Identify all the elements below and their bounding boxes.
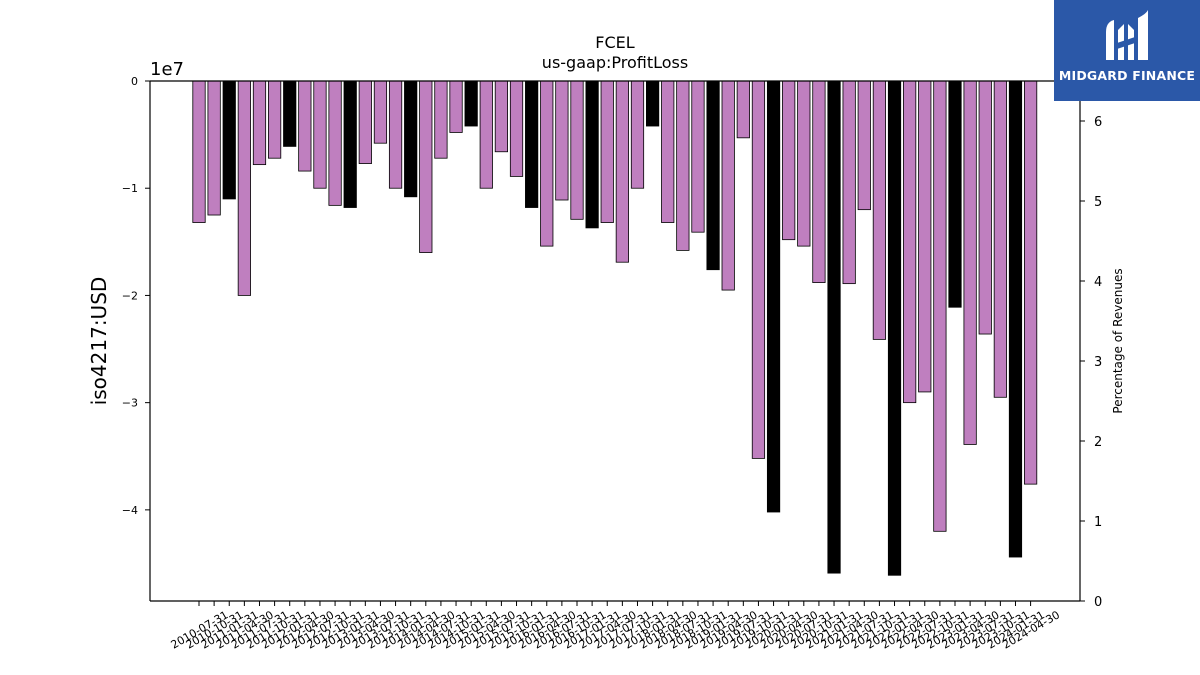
bar-2020-07-31 — [797, 80, 811, 247]
bar-2014-07-31 — [434, 80, 448, 159]
y2-axis-label: Percentage of Revenues — [1111, 268, 1125, 413]
bar-2011-01-31 — [222, 80, 236, 200]
bar-2019-01-31 — [706, 80, 720, 271]
y2-tick-label: 0 — [1094, 595, 1102, 610]
y2-ticks-group: 0 1 2 3 4 5 6 — [1080, 115, 1102, 610]
bar-2010-10-31 — [207, 80, 221, 216]
bar-2014-04-30 — [419, 80, 433, 253]
bar-2014-01-31 — [404, 80, 418, 198]
bar-2021-04-30 — [842, 80, 856, 285]
bar-2018-10-31 — [691, 80, 705, 233]
logo-text: MIDGARD FINANCE — [1058, 68, 1196, 83]
bar-2014-10-31 — [449, 80, 463, 133]
y-axis-label: iso4217:USD — [87, 277, 111, 406]
bar-2015-10-31 — [509, 80, 524, 177]
y2-tick-label: 3 — [1094, 355, 1102, 370]
bar-2011-07-31 — [252, 80, 267, 166]
bar-2023-01-31 — [948, 80, 962, 308]
y-axis-offset-label: 1e7 — [150, 59, 184, 80]
bar-2013-04-30 — [358, 80, 372, 164]
y-tick-label: −2 — [122, 289, 138, 302]
bar-2020-10-31 — [812, 80, 826, 283]
bar-2019-04-30 — [721, 80, 735, 291]
y2-tick-label: 6 — [1094, 115, 1102, 130]
bar-2018-04-30 — [661, 80, 675, 223]
bar-2013-07-31 — [373, 80, 388, 144]
bar-2017-07-31 — [615, 80, 629, 263]
bar-2018-07-31 — [676, 80, 690, 251]
bar-2024-04-30 — [1024, 80, 1038, 485]
bar-2016-01-31 — [525, 80, 539, 208]
bar-2024-01-31 — [1008, 80, 1023, 558]
bar-2023-04-30 — [963, 80, 977, 445]
bar-2012-10-31 — [328, 80, 342, 206]
bar-2016-07-31 — [555, 80, 569, 201]
bar-2022-07-31 — [918, 80, 932, 393]
y-ticks-group: 0 −1 −2 −3 −4 — [122, 75, 150, 517]
bar-2010-07-31 — [192, 80, 206, 223]
bar-2013-10-31 — [388, 80, 403, 189]
bar-2020-04-30 — [782, 80, 796, 241]
bar-2015-04-30 — [479, 80, 493, 189]
y-tick-label: −1 — [122, 182, 138, 195]
y-tick-label: −3 — [122, 397, 138, 410]
bar-2011-04-30 — [237, 80, 251, 296]
chart-title: FCEL — [595, 33, 634, 52]
midgard-logo-icon — [1106, 10, 1148, 60]
bar-2012-01-31 — [283, 80, 297, 147]
bar-2017-04-30 — [600, 80, 614, 223]
bar-2017-10-31 — [630, 80, 645, 189]
y2-tick-label: 4 — [1094, 275, 1102, 290]
bar-2022-04-30 — [903, 80, 917, 404]
y-tick-label: −4 — [122, 504, 138, 517]
bar-2018-01-31 — [646, 80, 660, 127]
bar-2020-01-31 — [766, 80, 781, 513]
bar-2016-04-30 — [540, 80, 554, 247]
y-tick-label: 0 — [131, 75, 138, 88]
bar-2016-10-31 — [570, 80, 584, 220]
y2-tick-label: 2 — [1094, 435, 1102, 450]
bar-2022-10-31 — [933, 80, 947, 532]
y2-tick-label: 5 — [1094, 195, 1102, 210]
midgard-finance-logo: MIDGARD FINANCE — [1054, 0, 1200, 101]
bar-2012-04-30 — [298, 80, 312, 172]
bar-2023-10-31 — [993, 80, 1007, 398]
bar-2013-01-31 — [343, 80, 357, 208]
bar-2011-10-31 — [267, 80, 282, 159]
bar-2021-07-31 — [857, 80, 871, 211]
bar-2019-07-31 — [736, 80, 750, 139]
bars-group — [192, 80, 1038, 576]
bar-2022-01-31 — [887, 80, 902, 576]
bar-2015-01-31 — [464, 80, 478, 127]
bar-2021-10-31 — [872, 80, 887, 340]
bar-2023-07-31 — [978, 80, 992, 335]
x-ticks-group: 2010-07-312010-10-312011-01-312011-04-30… — [169, 601, 1062, 652]
bar-2019-10-31 — [751, 80, 766, 459]
chart-subtitle: us-gaap:ProfitLoss — [542, 53, 688, 72]
bar-2015-07-31 — [494, 80, 509, 153]
bar-2021-01-31 — [827, 80, 841, 574]
bar-2012-07-31 — [313, 80, 327, 189]
bar-2017-01-31 — [585, 80, 599, 229]
y2-tick-label: 1 — [1094, 515, 1102, 530]
